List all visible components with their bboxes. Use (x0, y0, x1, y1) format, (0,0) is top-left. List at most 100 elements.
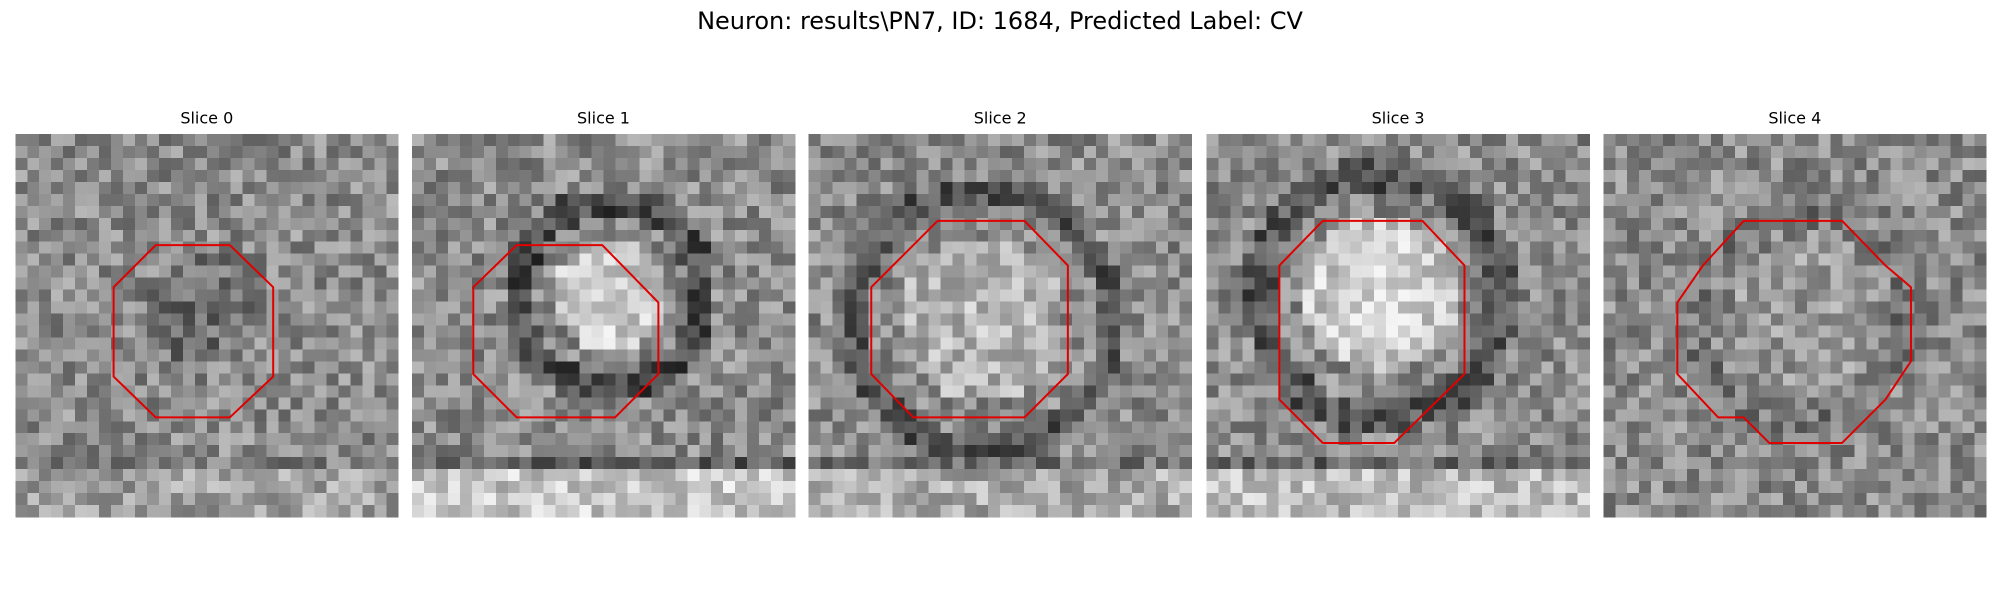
pixel (182, 229, 196, 243)
pixel (1890, 193, 1903, 207)
pixel (63, 361, 76, 374)
pixel (844, 325, 857, 338)
pixel (1806, 157, 1820, 171)
pixel (1107, 301, 1121, 314)
pixel (1362, 445, 1375, 458)
pixel (964, 481, 977, 494)
pixel (531, 397, 545, 410)
pixel (723, 241, 736, 255)
pixel (747, 421, 760, 434)
pixel (723, 349, 736, 362)
pixel (1434, 181, 1447, 195)
pixel (1119, 421, 1133, 434)
pixel (15, 505, 28, 518)
pixel (1206, 493, 1219, 506)
pixel (1758, 229, 1772, 243)
pixel (1505, 481, 1519, 494)
pixel (735, 313, 748, 326)
pixel (1278, 385, 1291, 398)
pixel (687, 349, 700, 362)
pixel (759, 373, 772, 386)
pixel (940, 373, 953, 386)
pixel (111, 505, 124, 518)
pixel (75, 385, 88, 398)
pixel (146, 134, 160, 147)
pixel (1950, 169, 1963, 183)
pixel (338, 313, 351, 326)
pixel (783, 134, 796, 147)
pixel (1469, 145, 1483, 159)
pixel (1060, 217, 1073, 231)
pixel (1072, 505, 1085, 518)
pixel (567, 385, 580, 398)
pixel (1529, 481, 1543, 494)
pixel (567, 325, 580, 338)
pixel (1302, 337, 1315, 350)
pixel (350, 337, 363, 350)
pixel (1254, 337, 1267, 350)
pixel (1206, 313, 1219, 326)
pixel (278, 397, 291, 410)
pixel (386, 373, 399, 386)
pixel (892, 181, 905, 195)
pixel (87, 337, 100, 350)
pixel (362, 421, 375, 434)
pixel (1529, 325, 1543, 338)
pixel (1143, 205, 1157, 219)
pixel (471, 337, 485, 350)
pixel (916, 145, 929, 159)
pixel (51, 385, 64, 398)
pixel (687, 409, 700, 422)
pixel (1048, 181, 1061, 195)
pixel (880, 253, 893, 267)
pixel (134, 313, 148, 326)
pixel (1024, 289, 1037, 302)
pixel (543, 493, 557, 506)
pixel (435, 349, 449, 362)
pixel (1615, 253, 1628, 267)
pixel (1469, 265, 1483, 279)
pixel (964, 289, 977, 302)
pixel (254, 373, 268, 386)
pixel (892, 265, 905, 279)
pixel (1517, 505, 1531, 518)
pixel (964, 493, 977, 506)
pixel (1806, 325, 1820, 338)
pixel (146, 205, 160, 219)
pixel (423, 217, 437, 231)
pixel (1663, 181, 1676, 195)
pixel (1060, 277, 1073, 290)
pixel (1663, 433, 1676, 446)
pixel (278, 457, 291, 470)
pixel (1338, 181, 1351, 195)
pixel (519, 349, 533, 362)
pixel (1615, 349, 1628, 362)
pixel (266, 277, 279, 290)
pixel (1687, 313, 1700, 326)
pixel (1699, 217, 1712, 231)
pixel (603, 373, 616, 386)
pixel (447, 134, 461, 147)
pixel (1374, 289, 1387, 302)
pixel (1890, 385, 1903, 398)
pixel (158, 277, 172, 290)
pixel (555, 481, 568, 494)
pixel (423, 469, 437, 482)
pixel (1505, 277, 1519, 290)
pixel (952, 157, 965, 171)
pixel (1782, 145, 1796, 159)
pixel (1167, 169, 1181, 183)
pixel (87, 253, 100, 267)
pixel (326, 385, 339, 398)
pixel (362, 169, 375, 183)
pixel (1072, 157, 1085, 171)
pixel (1278, 505, 1291, 518)
pixel (386, 229, 399, 243)
pixel (1627, 445, 1640, 458)
pixel (519, 229, 533, 243)
pixel (1000, 157, 1013, 171)
pixel (374, 421, 387, 434)
pixel (218, 289, 232, 302)
pixel (1119, 397, 1133, 410)
pixel (1842, 253, 1856, 267)
